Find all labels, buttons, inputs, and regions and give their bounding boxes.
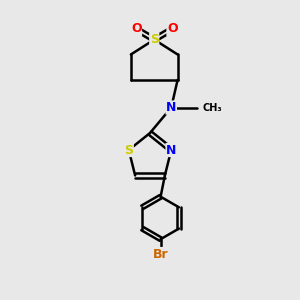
Text: N: N bbox=[166, 101, 176, 114]
Text: N: N bbox=[166, 143, 176, 157]
Text: O: O bbox=[131, 22, 142, 35]
Text: CH₃: CH₃ bbox=[202, 103, 222, 112]
Text: O: O bbox=[167, 22, 178, 35]
Text: Br: Br bbox=[153, 248, 168, 260]
Text: S: S bbox=[150, 33, 159, 46]
Text: S: S bbox=[124, 143, 133, 157]
